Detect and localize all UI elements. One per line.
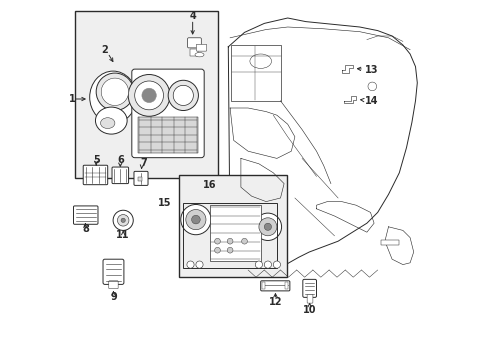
Circle shape xyxy=(185,210,205,230)
Ellipse shape xyxy=(95,107,127,134)
Bar xyxy=(138,117,197,153)
Text: 8: 8 xyxy=(82,224,89,234)
Bar xyxy=(183,203,276,268)
FancyBboxPatch shape xyxy=(83,165,107,185)
Circle shape xyxy=(367,82,376,91)
FancyBboxPatch shape xyxy=(108,281,118,289)
Bar xyxy=(261,282,265,289)
Bar xyxy=(210,205,260,261)
Text: 15: 15 xyxy=(157,198,171,208)
Polygon shape xyxy=(343,96,355,103)
Text: 4: 4 xyxy=(189,11,196,21)
Circle shape xyxy=(258,218,276,236)
Text: 5: 5 xyxy=(93,155,100,165)
Circle shape xyxy=(134,81,163,110)
Text: 6: 6 xyxy=(117,155,123,165)
Ellipse shape xyxy=(101,118,115,129)
Circle shape xyxy=(96,73,133,111)
Text: 2: 2 xyxy=(101,45,108,55)
Circle shape xyxy=(214,247,220,253)
Ellipse shape xyxy=(195,53,203,57)
Circle shape xyxy=(196,261,203,268)
Circle shape xyxy=(173,85,193,105)
FancyBboxPatch shape xyxy=(187,38,201,48)
Bar xyxy=(75,11,217,178)
FancyBboxPatch shape xyxy=(260,281,289,291)
FancyBboxPatch shape xyxy=(134,171,148,185)
Bar xyxy=(230,45,281,101)
FancyBboxPatch shape xyxy=(73,206,98,224)
Circle shape xyxy=(227,247,232,253)
Circle shape xyxy=(168,80,198,111)
Bar xyxy=(381,240,399,245)
Circle shape xyxy=(101,78,128,105)
Circle shape xyxy=(241,238,247,244)
Circle shape xyxy=(191,215,200,224)
FancyBboxPatch shape xyxy=(103,259,123,284)
Text: 11: 11 xyxy=(116,230,130,240)
Circle shape xyxy=(181,204,211,235)
Circle shape xyxy=(142,88,156,103)
Bar xyxy=(138,177,142,181)
Bar xyxy=(190,49,197,56)
Text: 16: 16 xyxy=(202,180,216,190)
Bar xyxy=(179,175,286,277)
Circle shape xyxy=(113,210,133,230)
Text: 14: 14 xyxy=(365,96,378,106)
Text: 1: 1 xyxy=(69,94,76,104)
FancyBboxPatch shape xyxy=(132,69,204,158)
Text: 9: 9 xyxy=(110,292,117,302)
Text: 3: 3 xyxy=(166,126,173,136)
Bar xyxy=(284,282,288,289)
Text: 7: 7 xyxy=(140,158,147,168)
Ellipse shape xyxy=(89,71,136,123)
Circle shape xyxy=(264,261,271,268)
Circle shape xyxy=(264,223,271,230)
Circle shape xyxy=(255,261,262,268)
FancyBboxPatch shape xyxy=(112,167,128,184)
FancyBboxPatch shape xyxy=(302,279,316,297)
Text: 13: 13 xyxy=(365,65,378,75)
Circle shape xyxy=(186,261,194,268)
FancyBboxPatch shape xyxy=(196,44,206,51)
Circle shape xyxy=(128,75,170,116)
Text: 12: 12 xyxy=(268,297,282,307)
Circle shape xyxy=(214,238,220,244)
Text: 10: 10 xyxy=(302,305,316,315)
Circle shape xyxy=(273,261,280,268)
Circle shape xyxy=(121,218,125,222)
FancyBboxPatch shape xyxy=(306,294,312,303)
Circle shape xyxy=(117,215,129,226)
Circle shape xyxy=(254,213,281,240)
Ellipse shape xyxy=(249,54,271,68)
Polygon shape xyxy=(341,65,352,73)
Circle shape xyxy=(227,238,232,244)
